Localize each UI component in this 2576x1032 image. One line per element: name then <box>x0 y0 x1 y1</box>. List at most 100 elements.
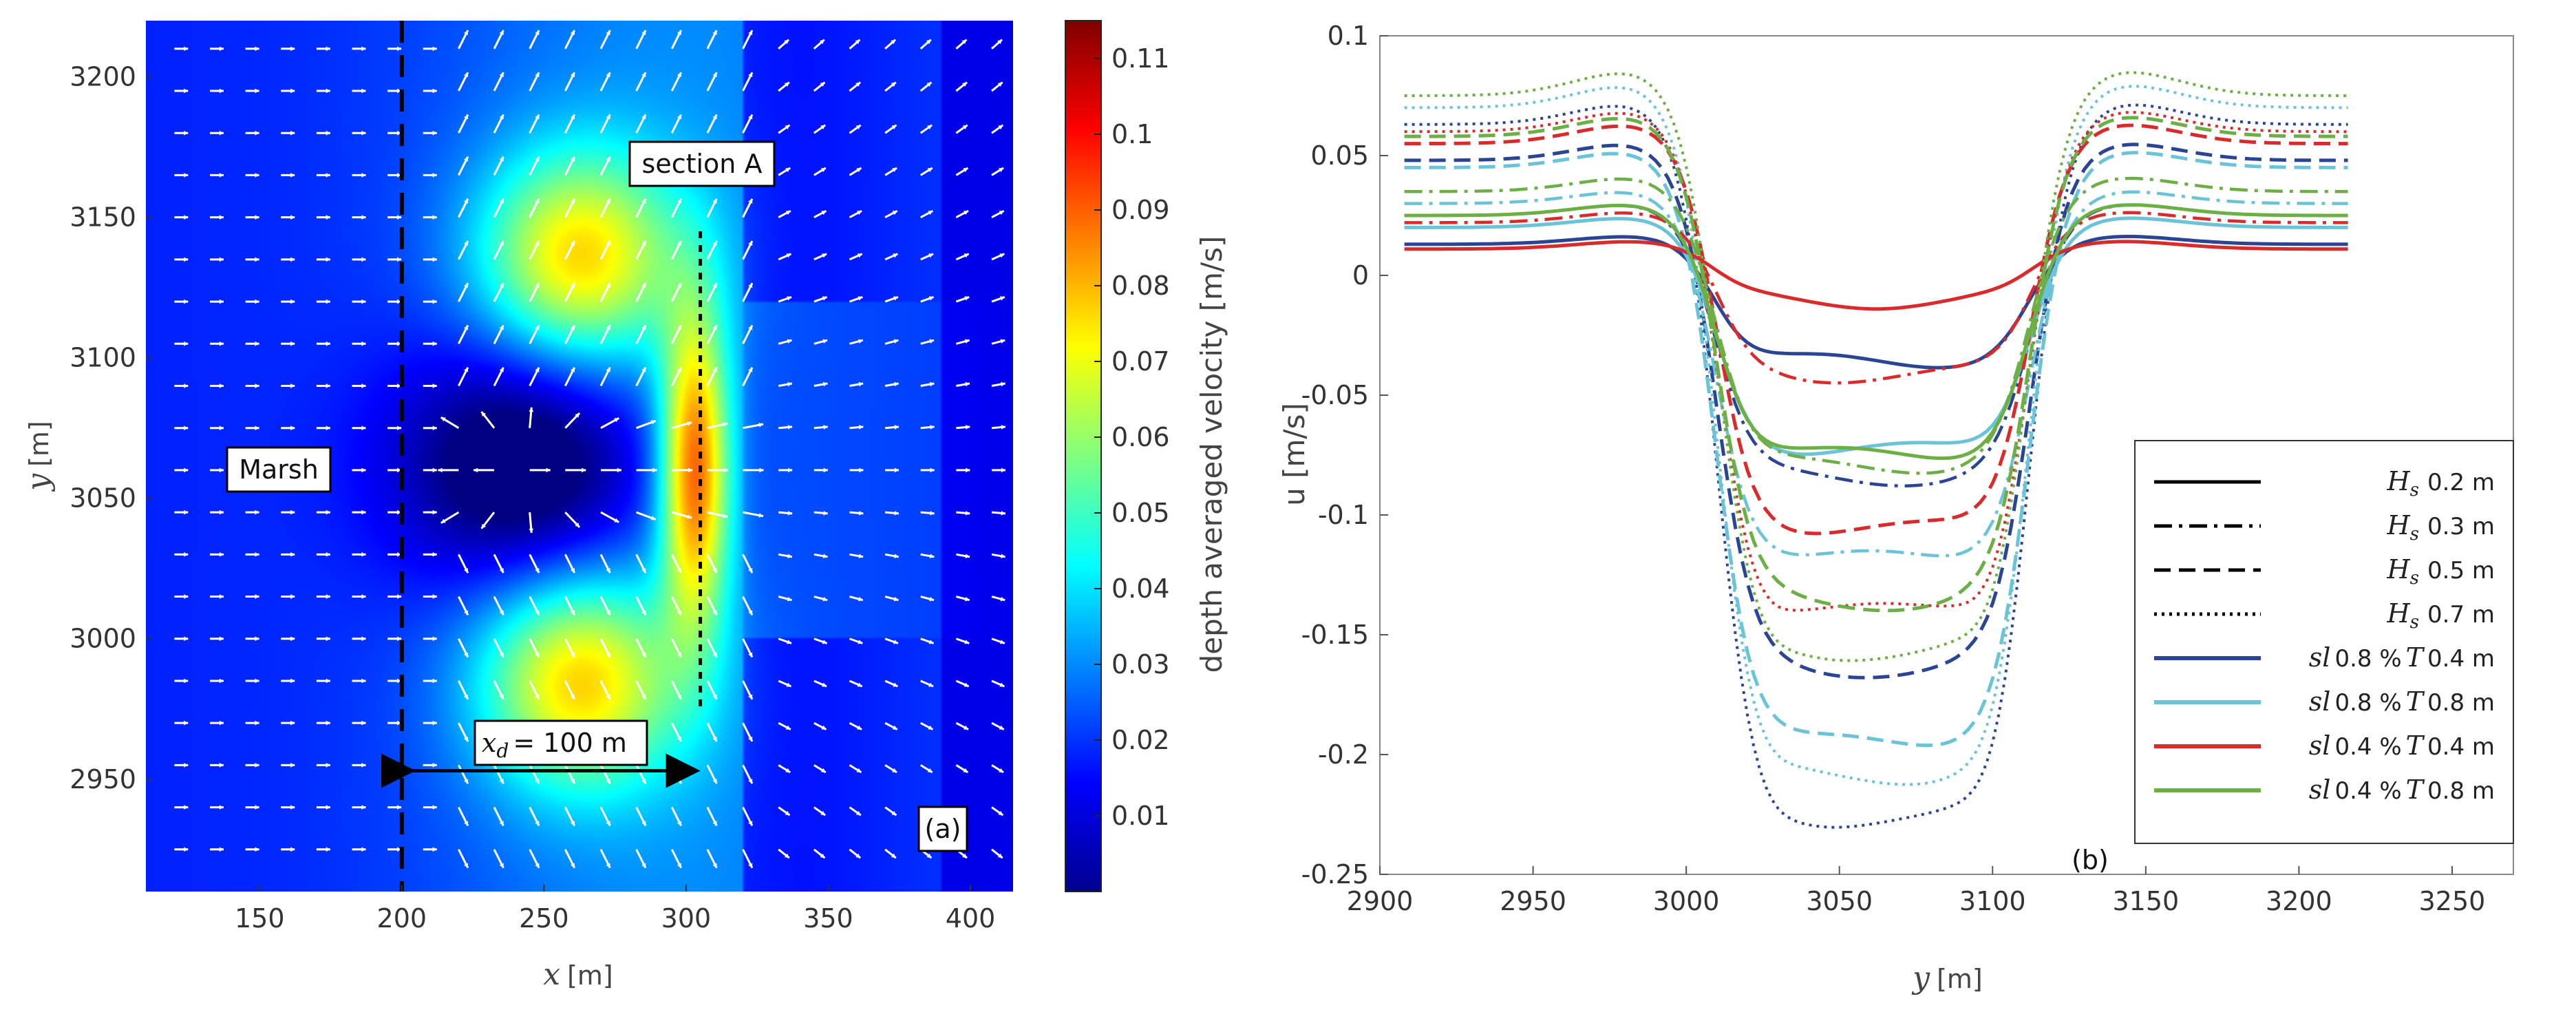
velocity-arrow-head <box>535 283 540 288</box>
velocity-arrow-head <box>571 568 575 573</box>
colorbar-tick-label: 0.03 <box>1111 649 1170 680</box>
velocity-arrow-head <box>326 594 330 599</box>
velocity-arrow-head <box>432 88 437 94</box>
marsh-label-box: Marsh <box>226 446 332 493</box>
velocity-arrow-head <box>535 863 540 868</box>
velocity-arrow-head <box>785 810 790 816</box>
velocity-arrow-head <box>614 418 619 423</box>
velocity-arrow-head <box>928 682 934 687</box>
velocity-arrow-head <box>464 694 469 699</box>
velocity-arrow-head <box>432 551 437 557</box>
velocity-arrow-head <box>255 130 259 136</box>
velocity-arrow-head <box>255 215 259 220</box>
velocity-arrow-head <box>856 768 862 772</box>
velocity-arrow-head <box>219 763 224 768</box>
velocity-arrow-head <box>712 114 717 120</box>
velocity-arrow-head <box>928 211 933 215</box>
panel-b-lines <box>1404 71 2348 829</box>
velocity-arrow-head <box>255 805 259 810</box>
velocity-arrow-head <box>535 367 540 372</box>
legend-entry: sl 0.4 % T 0.8 m <box>2309 775 2495 805</box>
velocity-arrow-head <box>822 339 828 344</box>
velocity-arrow-head <box>464 736 469 741</box>
velocity-arrow-head <box>290 215 295 220</box>
velocity-arrow-head <box>184 509 189 515</box>
velocity-arrow-head <box>712 863 717 868</box>
velocity-arrow-head <box>858 425 864 430</box>
velocity-arrow-head <box>641 367 646 372</box>
velocity-arrow-head <box>571 156 575 162</box>
velocity-arrow-head <box>290 509 295 515</box>
velocity-arrow-head <box>893 596 899 602</box>
velocity-arrow-head <box>787 596 792 602</box>
velocity-arrow-head <box>823 425 828 430</box>
colorbar-tick-label: 0.05 <box>1111 498 1170 528</box>
velocity-arrow-head <box>606 367 610 372</box>
panel-b: 2900 2950 3000 3050 3100 3150 3200 3250 0.1 0.05… <box>1277 21 2514 996</box>
velocity-arrow-head <box>481 523 487 529</box>
velocity-arrow-head <box>184 46 189 52</box>
velocity-arrow-head <box>606 198 610 204</box>
velocity-arrow-head <box>998 125 1003 129</box>
velocity-arrow-head <box>535 241 540 246</box>
velocity-arrow-head <box>326 509 330 515</box>
velocity-arrow-head <box>290 88 295 94</box>
velocity-arrow-head <box>361 46 366 52</box>
velocity-arrow-head <box>712 821 717 826</box>
svg-text:xd= 100 m: xd = 100 m <box>482 728 627 762</box>
velocity-arrow-head <box>822 596 828 602</box>
velocity-arrow-head <box>361 383 366 388</box>
velocity-arrow-head <box>326 341 330 346</box>
velocity-arrow-head <box>785 768 791 772</box>
series-line <box>1404 151 2348 748</box>
panel-a-xlabel: x [m] <box>543 957 613 992</box>
velocity-arrow-head <box>820 82 825 87</box>
velocity-arrow-head <box>786 682 791 687</box>
y-tick-label: 3150 <box>70 202 136 233</box>
velocity-arrow-head <box>255 257 259 262</box>
velocity-arrow-head <box>219 130 224 136</box>
velocity-arrow-head <box>397 341 402 346</box>
velocity-arrow-head <box>606 610 610 615</box>
velocity-arrow-head <box>397 636 402 642</box>
velocity-arrow-head <box>857 253 862 258</box>
velocity-arrow-head <box>786 253 791 258</box>
velocity-arrow-head <box>723 422 728 427</box>
velocity-arrow-head <box>571 30 575 35</box>
velocity-arrow-head <box>535 30 540 35</box>
velocity-arrow-head <box>219 383 224 388</box>
velocity-arrow-head <box>184 341 189 346</box>
velocity-arrow-head <box>677 568 681 573</box>
velocity-arrow-head <box>499 367 504 372</box>
velocity-arrow-head <box>641 821 646 826</box>
velocity-arrow-head <box>723 467 728 473</box>
velocity-arrow-head <box>964 296 970 301</box>
series-line <box>1404 123 2348 536</box>
velocity-arrow-head <box>963 768 968 772</box>
velocity-arrow-head <box>529 407 534 412</box>
velocity-arrow-head <box>964 682 969 687</box>
legend-entry: sl 0.8 % T 0.4 m <box>2309 642 2495 673</box>
velocity-arrow-head <box>822 381 828 387</box>
velocity-arrow-head <box>929 596 935 602</box>
y-tick-label: 0 <box>1352 260 1369 291</box>
velocity-arrow-head <box>785 211 791 215</box>
velocity-arrow-head <box>499 72 504 78</box>
velocity-arrow-head <box>748 241 753 246</box>
velocity-arrow-head <box>255 341 259 346</box>
section-label-box: section A <box>628 140 776 187</box>
velocity-arrow-head <box>712 694 717 699</box>
velocity-arrow-head <box>571 610 575 615</box>
velocity-arrow-head <box>219 215 224 220</box>
velocity-arrow-head <box>432 257 437 262</box>
legend-entry: Hs 0.5 m <box>2387 554 2495 589</box>
velocity-arrow-head <box>464 72 469 78</box>
velocity-arrow-head <box>997 853 1003 859</box>
velocity-arrow-head <box>397 509 402 515</box>
xd-value: = 100 m <box>513 728 627 758</box>
velocity-arrow-head <box>606 821 610 826</box>
velocity-arrow-head <box>361 763 366 768</box>
velocity-arrow-head <box>361 509 366 515</box>
velocity-arrow-head <box>255 720 259 726</box>
velocity-arrow-head <box>929 554 935 559</box>
